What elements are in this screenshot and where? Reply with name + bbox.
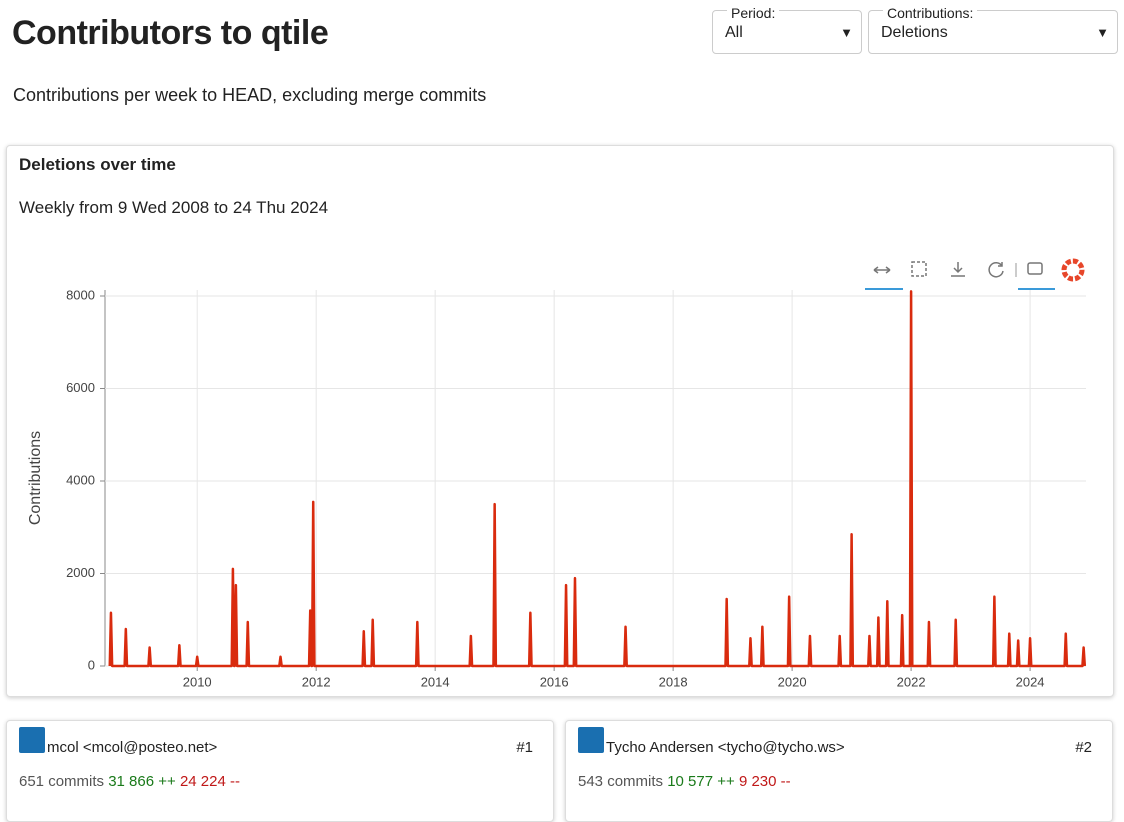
dropdown-arrow: ▼ bbox=[840, 25, 853, 40]
deletions: 24 224 -- bbox=[179, 773, 240, 790]
y-tick-label: 4000 bbox=[66, 472, 95, 487]
grid bbox=[105, 290, 1086, 667]
page-title: Contributors to qtile bbox=[12, 14, 329, 52]
page: Contributors to qtile Contributions per … bbox=[6, 5, 1118, 822]
select-label: Contributions: bbox=[883, 5, 978, 21]
avatar bbox=[19, 727, 45, 753]
x-tick-label: 2010 bbox=[183, 674, 212, 689]
card-title: Deletions over time bbox=[19, 155, 176, 174]
contributor-card: mcol <mcol@posteo.net> #1 651 commits 31… bbox=[6, 720, 554, 822]
additions: 10 577 ++ bbox=[667, 773, 735, 790]
card-subtitle: Weekly from 9 Wed 2008 to 24 Thu 2024 bbox=[19, 198, 329, 217]
commits: 651 commits bbox=[19, 773, 105, 790]
y-axis-label: Contributions bbox=[27, 431, 44, 525]
y-tick-label: 6000 bbox=[66, 380, 95, 395]
y-tick-label: 0 bbox=[88, 657, 95, 672]
period-select[interactable]: Period: All ▼ bbox=[712, 5, 862, 54]
deletions: 9 230 -- bbox=[738, 773, 791, 790]
commits: 543 commits bbox=[578, 773, 664, 790]
y-tick-label: 2000 bbox=[66, 565, 95, 580]
x-tick-label: 2012 bbox=[302, 674, 331, 689]
x-tick-label: 2020 bbox=[778, 674, 807, 689]
x-tick-label: 2022 bbox=[897, 674, 926, 689]
data-line bbox=[108, 290, 1087, 668]
select-label: Period: bbox=[727, 5, 780, 21]
contributor-card: Tycho Andersen <tycho@tycho.ws> #2 543 c… bbox=[565, 720, 1113, 822]
avatar bbox=[578, 727, 604, 753]
chart-card: Deletions over time Weekly from 9 Wed 20… bbox=[6, 145, 1114, 697]
page-subtitle: Contributions per week to HEAD, excludin… bbox=[13, 85, 487, 105]
dropdown-arrow: ▼ bbox=[1096, 25, 1109, 40]
additions: 31 866 ++ bbox=[108, 773, 176, 790]
x-tick-label: 2024 bbox=[1016, 674, 1045, 689]
bokeh-logo[interactable] bbox=[1061, 258, 1085, 282]
rank: #1 bbox=[516, 739, 533, 756]
x-tick-label: 2016 bbox=[540, 674, 569, 689]
y-tick-label: 8000 bbox=[66, 287, 95, 302]
contributions-select[interactable]: Contributions: Deletions ▼ bbox=[868, 5, 1118, 54]
pan-icon[interactable] bbox=[873, 266, 891, 274]
reset-icon[interactable] bbox=[988, 262, 1004, 278]
x-tick-label: 2018 bbox=[659, 674, 688, 689]
hover-icon[interactable] bbox=[1027, 262, 1043, 275]
contributor-name[interactable]: mcol <mcol@posteo.net> bbox=[47, 739, 218, 756]
chart: Contributions 0 2000 4000 6000 8000 2010 2012 2… bbox=[27, 258, 1087, 689]
toolbar bbox=[865, 258, 1085, 290]
rank: #2 bbox=[1075, 739, 1092, 756]
x-tick-label: 2014 bbox=[421, 674, 450, 689]
select-value: Deletions bbox=[881, 24, 948, 41]
select-value: All bbox=[725, 24, 743, 41]
zoom-icon[interactable] bbox=[911, 261, 927, 277]
download-icon[interactable] bbox=[951, 262, 965, 277]
contributor-name[interactable]: Tycho Andersen <tycho@tycho.ws> bbox=[606, 739, 845, 756]
